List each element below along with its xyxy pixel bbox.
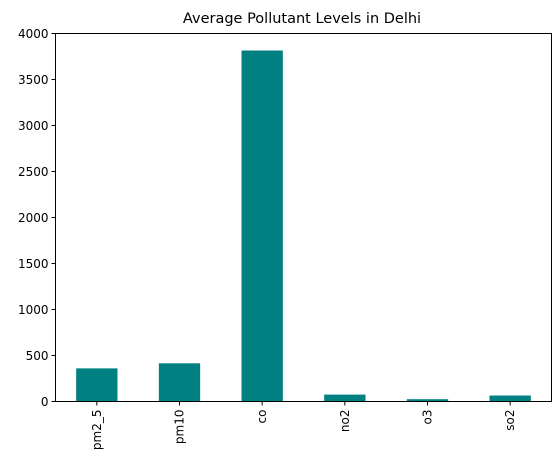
y-tick-label-1000: 1000	[18, 303, 49, 317]
x-tick-label-pm10: pm10	[173, 410, 187, 445]
y-tick-label-0: 0	[41, 395, 49, 409]
y-tick-label-1500: 1500	[18, 257, 49, 271]
bar-co	[241, 50, 283, 402]
y-axis: 0 500 1000 1500 2000 2500 3000 3500 4000	[18, 27, 56, 409]
y-tick-label-3500: 3500	[18, 73, 49, 87]
x-tick-label-so2: so2	[503, 410, 517, 431]
bar-pm2_5	[76, 368, 118, 402]
bar-o3	[406, 399, 449, 402]
chart-title: Average Pollutant Levels in Delhi	[183, 11, 421, 27]
y-tick-label-500: 500	[26, 349, 49, 363]
x-tick-label-no2: no2	[338, 410, 352, 433]
x-axis: pm2_5 pm10 co no2 o3 so2	[90, 401, 517, 451]
x-tick-label-o3: o3	[421, 410, 435, 425]
bar-so2	[489, 395, 531, 402]
bar-pm10	[158, 363, 201, 402]
plot-frame	[55, 33, 552, 402]
bars-group	[76, 50, 531, 402]
y-tick-label-4000: 4000	[18, 27, 49, 41]
x-tick-label-pm2_5: pm2_5	[90, 410, 104, 451]
x-tick-label-co: co	[255, 410, 269, 424]
y-tick-label-2000: 2000	[18, 211, 49, 225]
bar-no2	[324, 394, 366, 402]
y-tick-label-2500: 2500	[18, 165, 49, 179]
y-tick-label-3000: 3000	[18, 119, 49, 133]
